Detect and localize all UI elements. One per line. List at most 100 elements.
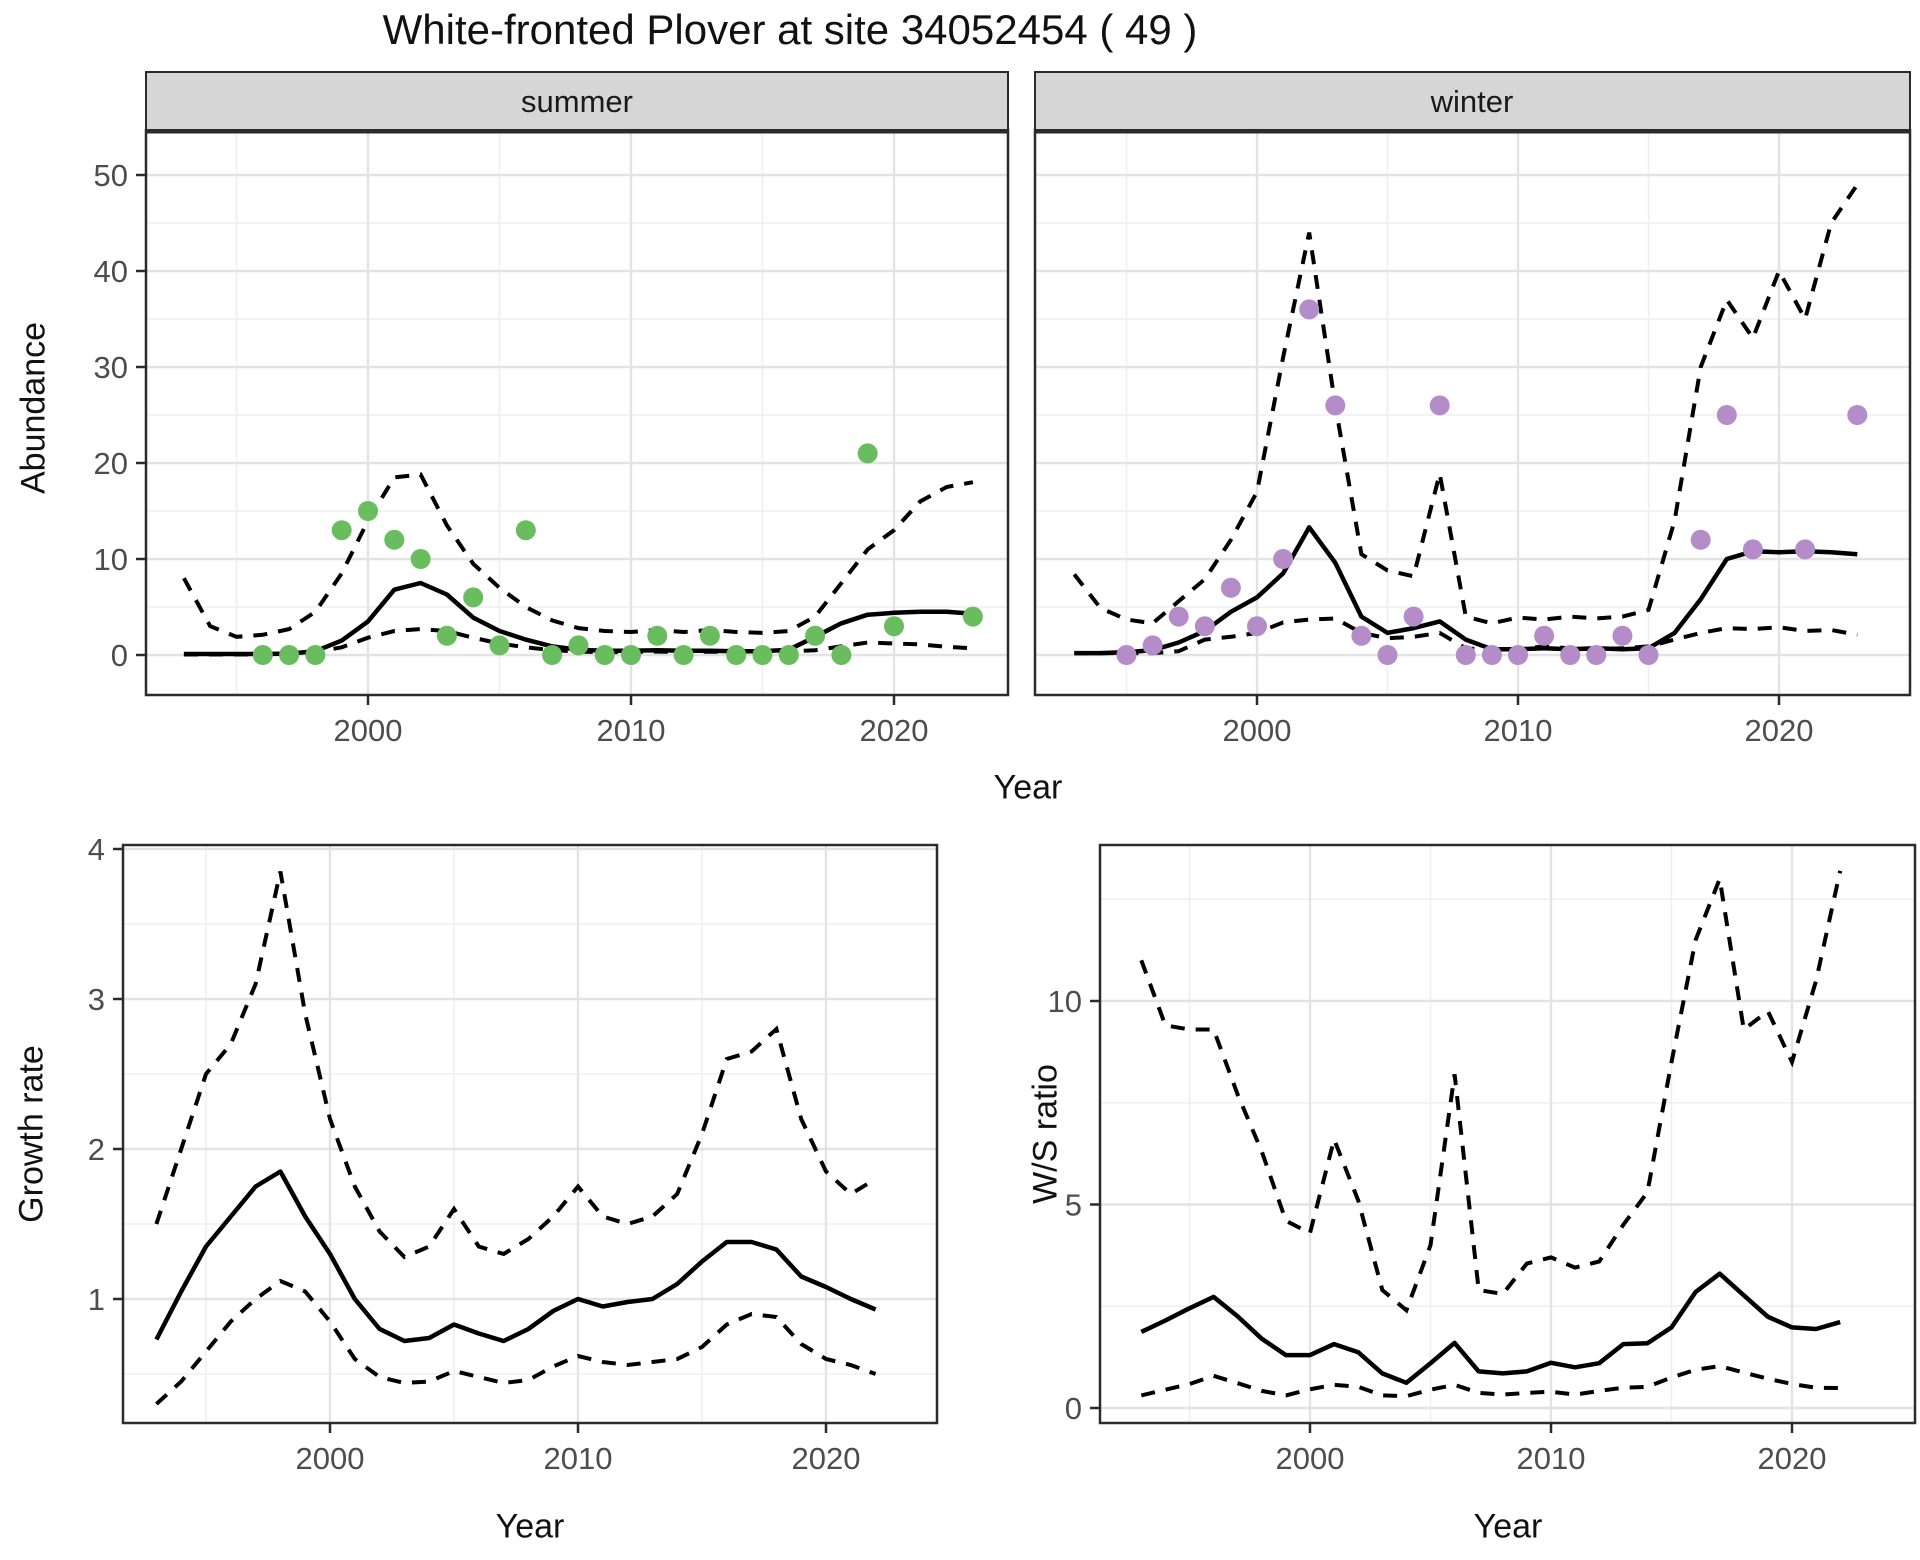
winter-data-point <box>1586 645 1607 665</box>
x-tick-label: 2000 <box>296 1441 365 1476</box>
winter-data-point <box>1168 606 1189 627</box>
x-tick-label: 2020 <box>792 1441 861 1476</box>
y-axis-title-ws-ratio: W/S ratio <box>1026 1064 1065 1204</box>
summer-data-point <box>410 549 431 569</box>
panel-border <box>1098 843 1917 1425</box>
winter-data-point <box>1403 606 1424 627</box>
summer-data-point <box>436 625 457 646</box>
y-tick-label: 10 <box>1048 984 1082 1019</box>
y-axis-title-growth-rate: Growth rate <box>12 1045 51 1223</box>
mean-line <box>1140 1271 1841 1386</box>
summer-data-point <box>331 520 352 541</box>
x-tick-label: 2020 <box>860 713 929 748</box>
winter-data-point <box>1481 645 1502 665</box>
summer-data-point <box>594 645 615 665</box>
summer-data-point <box>962 606 983 627</box>
y-axis-title-abundance: Abundance <box>14 321 53 495</box>
winter-data-point <box>1534 625 1555 646</box>
summer-data-point <box>568 635 589 656</box>
panel-background <box>146 130 1008 695</box>
y-tick-label: 10 <box>94 542 128 577</box>
summer-data-point <box>673 645 694 665</box>
winter-data-point <box>1220 577 1241 598</box>
winter-data-point <box>1742 539 1763 560</box>
winter-data-point <box>1325 395 1346 416</box>
winter-data-point <box>1690 529 1711 550</box>
winter-data-point <box>1612 625 1633 646</box>
summer-data-point <box>621 645 641 665</box>
x-tick-label: 2010 <box>597 713 666 748</box>
facet-strip-label-summer: summer <box>521 84 633 119</box>
facet-strip-label-winter: winter <box>1430 84 1514 119</box>
x-tick-label: 2020 <box>1758 1441 1827 1476</box>
summer-data-point <box>752 645 773 665</box>
winter-data-point <box>1116 645 1137 665</box>
x-tick-label: 2000 <box>1276 1441 1345 1476</box>
summer-data-point <box>358 501 378 521</box>
upper-ci-line <box>1139 870 1843 1314</box>
summer-data-point <box>305 645 326 665</box>
winter-data-point <box>1716 405 1737 425</box>
x-tick-label: 2000 <box>334 713 403 748</box>
x-axis-title-year-top: Year <box>993 768 1063 807</box>
summer-data-point <box>726 645 747 665</box>
y-tick-label: 2 <box>88 1132 105 1167</box>
winter-data-point <box>1847 405 1868 425</box>
panel-border <box>121 843 939 1425</box>
summer-data-point <box>542 645 563 665</box>
x-tick-label: 2010 <box>544 1441 613 1476</box>
x-axis-title-year-bottom-right: Year <box>1473 1507 1543 1546</box>
y-tick-label: 30 <box>94 350 128 385</box>
summer-data-point <box>857 443 878 464</box>
winter-data-point <box>1377 645 1398 665</box>
winter-data-point <box>1560 645 1581 665</box>
y-tick-label: 1 <box>88 1282 105 1317</box>
winter-data-point <box>1508 645 1528 665</box>
panel-background <box>1100 845 1915 1423</box>
upper-ci-line <box>182 472 974 639</box>
summer-data-point <box>463 587 484 608</box>
y-tick-label: 5 <box>1065 1188 1082 1223</box>
winter-data-point <box>1429 395 1450 416</box>
plot-title: White-fronted Plover at site 34052454 ( … <box>382 6 1198 53</box>
summer-data-point <box>384 529 405 550</box>
x-tick-label: 2010 <box>1484 713 1553 748</box>
summer-data-point <box>252 645 273 665</box>
mean-line <box>154 1169 877 1344</box>
summer-data-point <box>489 635 510 656</box>
winter-data-point <box>1247 616 1267 637</box>
y-tick-label: 4 <box>88 832 105 867</box>
summer-data-point <box>647 625 668 646</box>
facet-strip <box>145 71 1009 131</box>
winter-data-point <box>1273 549 1294 569</box>
winter-data-point <box>1351 625 1372 646</box>
winter-data-point <box>1142 635 1163 656</box>
lower-ci-line <box>155 1278 877 1406</box>
summer-data-point <box>884 616 904 637</box>
summer-data-point <box>778 645 799 665</box>
winter-data-point <box>1299 299 1320 320</box>
summer-data-point <box>805 625 826 646</box>
summer-data-point <box>515 520 536 541</box>
winter-data-point <box>1795 539 1816 560</box>
y-tick-label: 3 <box>88 982 105 1017</box>
winter-data-point <box>1638 645 1659 665</box>
y-tick-label: 50 <box>94 158 128 193</box>
x-tick-label: 2010 <box>1517 1441 1586 1476</box>
summer-data-point <box>699 625 720 646</box>
x-tick-label: 2020 <box>1745 713 1814 748</box>
y-tick-label: 40 <box>94 254 128 289</box>
winter-data-point <box>1194 616 1215 637</box>
y-tick-label: 0 <box>1065 1391 1082 1426</box>
x-axis-title-year-bottom-left: Year <box>495 1507 565 1546</box>
upper-ci-line <box>154 871 877 1260</box>
y-tick-label: 0 <box>111 638 128 673</box>
x-tick-label: 2000 <box>1223 713 1292 748</box>
winter-data-point <box>1455 645 1476 665</box>
summer-data-point <box>279 645 300 665</box>
facet-strip <box>1034 71 1911 131</box>
panel-background <box>123 845 937 1423</box>
summer-data-point <box>831 645 852 665</box>
